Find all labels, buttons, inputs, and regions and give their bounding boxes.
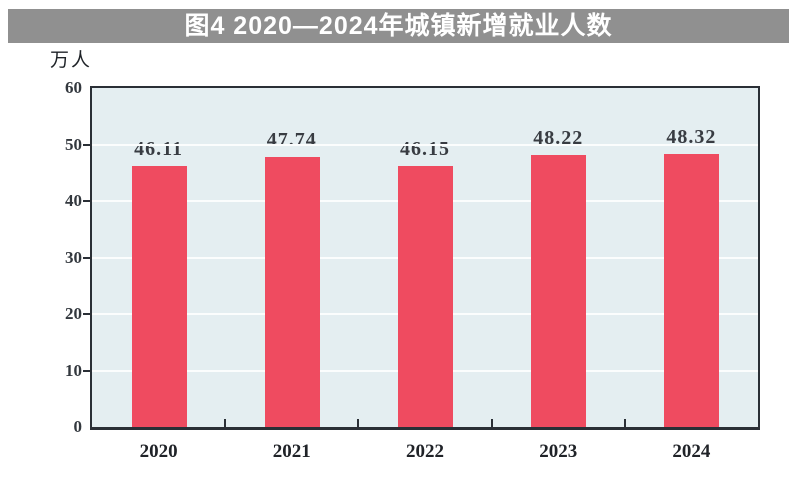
x-axis-tick-mark (357, 419, 360, 427)
chart-title-banner: 图4 2020—2024年城镇新增就业人数 (8, 9, 789, 43)
x-axis-category-label: 2024 (672, 441, 711, 462)
y-axis-tick-label: 40 (65, 191, 82, 210)
bar (664, 154, 720, 427)
y-axis-tick-mark (83, 200, 90, 202)
x-axis-category-label: 2020 (139, 441, 178, 462)
x-axis-tick-mark (490, 419, 493, 427)
x-axis-category-label: 2023 (539, 441, 578, 462)
bar (398, 166, 453, 427)
x-axis-tick-mark (224, 419, 227, 427)
gridline (92, 143, 758, 146)
y-axis-tick-mark (83, 369, 90, 372)
y-axis-tick-mark (83, 143, 90, 146)
bar (531, 154, 587, 427)
y-axis-tick-label: 60 (65, 78, 82, 97)
y-axis-tick-label: 0 (73, 417, 83, 436)
bar (131, 166, 187, 427)
y-axis-tick-label: 10 (65, 360, 82, 380)
y-axis-tick-mark (83, 313, 90, 315)
y-axis-tick-mark (83, 256, 90, 259)
y-axis-tick-label: 30 (65, 247, 82, 267)
bar (264, 157, 320, 427)
y-axis-tick-label: 20 (65, 304, 82, 323)
y-axis-tick-label: 50 (65, 134, 82, 154)
x-axis-category-label: 2022 (406, 441, 444, 462)
y-axis-unit-label: 万人 (50, 50, 93, 71)
plot-area (90, 86, 760, 430)
x-axis-category-label: 2021 (272, 441, 311, 462)
x-axis-tick-mark (623, 419, 626, 427)
